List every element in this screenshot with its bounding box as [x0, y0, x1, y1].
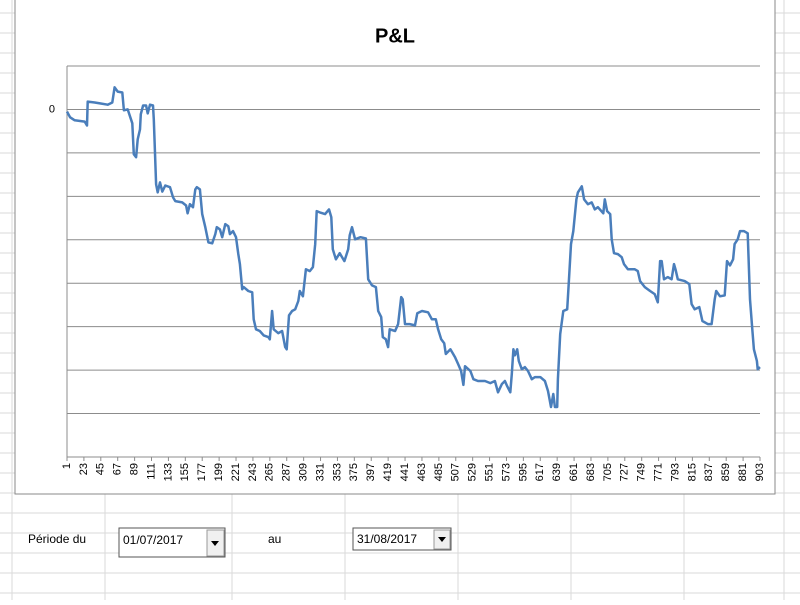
pl-line	[65, 86, 761, 409]
x-tick-label: 573	[500, 463, 512, 481]
combo-arrow	[211, 541, 219, 546]
to-label: au	[268, 532, 281, 546]
x-tick-label: 309	[298, 463, 310, 481]
x-tick-label: 375	[348, 463, 360, 481]
x-tick-label: 265	[264, 463, 276, 481]
x-tick-label: 67	[112, 463, 124, 475]
period-label: Période du	[28, 532, 86, 546]
x-tick-label: 199	[213, 463, 225, 481]
x-tick-label: 111	[145, 463, 157, 480]
y-tick-label: 0	[49, 103, 55, 115]
x-tick-label: 903	[754, 463, 766, 481]
from-date: 01/07/2017	[123, 533, 183, 547]
x-tick-label: 837	[703, 463, 715, 481]
combo-box[interactable]	[352, 527, 452, 551]
x-tick-label: 441	[399, 463, 411, 481]
x-tick-label: 331	[314, 463, 326, 481]
x-tick-label: 859	[720, 463, 732, 481]
x-tick-label: 661	[568, 463, 580, 481]
x-tick-label: 617	[534, 463, 546, 481]
x-tick-label: 705	[602, 463, 614, 481]
x-tick-label: 1	[61, 463, 73, 469]
to-combo[interactable]: 31/08/2017	[352, 527, 452, 551]
x-tick-label: 683	[585, 463, 597, 481]
x-tick-label: 221	[230, 463, 242, 481]
x-tick-label: 177	[196, 463, 208, 481]
x-tick-label: 155	[179, 463, 191, 481]
combo-arrow	[438, 537, 446, 542]
x-tick-label: 771	[652, 463, 664, 481]
x-tick-label: 551	[483, 463, 495, 481]
x-tick-label: 23	[78, 463, 90, 475]
x-tick-label: 485	[433, 463, 445, 481]
x-tick-label: 397	[365, 463, 377, 481]
chart-title: P&L	[375, 25, 415, 47]
x-tick-label: 815	[686, 463, 698, 481]
to-date: 31/08/2017	[357, 532, 417, 546]
x-tick-label: 529	[467, 463, 479, 481]
from-combo[interactable]: 01/07/2017	[118, 527, 226, 558]
x-tick-label: 749	[636, 463, 648, 481]
x-tick-label: 353	[331, 463, 343, 481]
x-tick-label: 133	[162, 463, 174, 481]
x-tick-label: 639	[551, 463, 563, 481]
x-tick-label: 507	[450, 463, 462, 481]
x-tick-label: 463	[416, 463, 428, 481]
x-tick-label: 793	[669, 463, 681, 481]
chart-area	[14, 0, 776, 495]
x-tick-label: 287	[281, 463, 293, 481]
x-tick-label: 45	[95, 463, 107, 475]
x-tick-label: 419	[382, 463, 394, 481]
x-tick-label: 89	[129, 463, 141, 475]
x-tick-label: 595	[517, 463, 529, 481]
x-tick-label: 243	[247, 463, 259, 481]
x-tick-label: 727	[619, 463, 631, 481]
x-tick-label: 881	[737, 463, 749, 481]
